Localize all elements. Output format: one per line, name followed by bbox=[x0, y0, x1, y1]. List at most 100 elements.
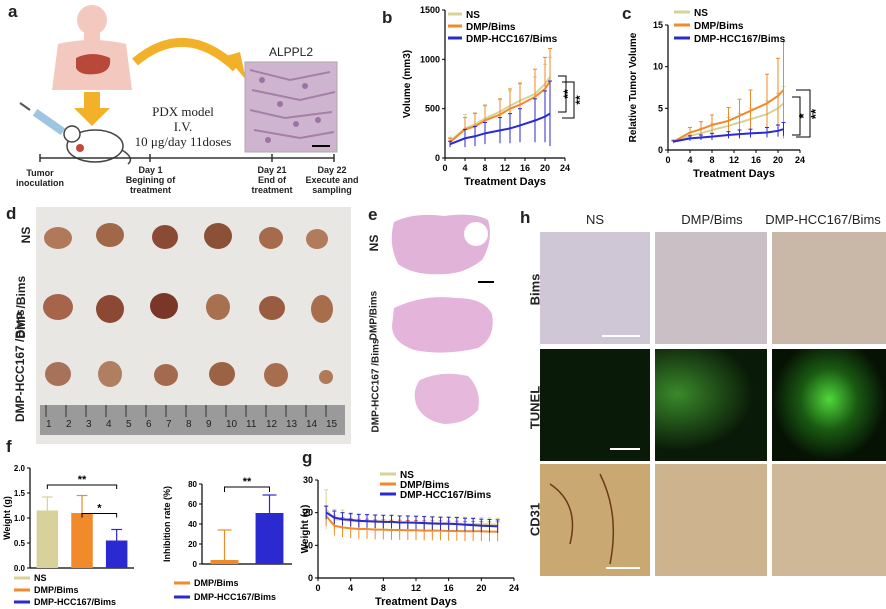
b-series-0-line bbox=[449, 76, 551, 142]
panel-a: ALPPL2 PDX model I.V. 10 μg/day 11doses … bbox=[0, 0, 380, 205]
ruler-label-7: 7 bbox=[166, 419, 172, 430]
c-ytick-label-3: 15 bbox=[653, 20, 663, 30]
b-xtick-label-2: 8 bbox=[482, 163, 487, 173]
ruler-label-15: 15 bbox=[326, 419, 338, 430]
g-legend-dmp: DMP/Bims bbox=[400, 480, 450, 491]
b-series-1-line bbox=[449, 80, 551, 143]
timeline-label-0: Tumor inoculation bbox=[16, 168, 64, 188]
c-xtick-label-5: 20 bbox=[773, 155, 783, 165]
f-weight-ytick-label-0: 0.0 bbox=[14, 564, 26, 573]
f-legend-ns: NS bbox=[34, 573, 47, 583]
f-weight-ylabel: Weight (g) bbox=[2, 496, 12, 540]
ruler-label-8: 8 bbox=[186, 419, 192, 430]
micro-cd31-ns bbox=[540, 464, 650, 576]
g-legend-hcc: DMP-HCC167/Bims bbox=[400, 490, 492, 501]
f1-sig-2: * bbox=[97, 503, 102, 515]
micro-tunel-hcc bbox=[772, 349, 886, 461]
ruler-label-1: 1 bbox=[46, 419, 52, 430]
g-xlabel: Treatment Days bbox=[375, 596, 457, 608]
f-inhibition-ylabel: Inhibition rate (%) bbox=[162, 486, 172, 562]
panel-label-c: c bbox=[622, 4, 632, 23]
f-inhibition-bar-1 bbox=[255, 513, 284, 564]
d-row-label-hcc: DMP-HCC167 /Bims bbox=[13, 309, 27, 422]
ruler-label-9: 9 bbox=[206, 419, 212, 430]
c-sig-2: ** bbox=[808, 108, 823, 119]
curved-arrow-icon bbox=[132, 38, 240, 72]
f-legend-right: DMP/Bims DMP-HCC167/Bims bbox=[174, 578, 276, 602]
f-legend-hcc: DMP-HCC167/Bims bbox=[34, 597, 116, 607]
panel-label-a: a bbox=[8, 2, 18, 21]
b-ylabel: Volume (mm3) bbox=[402, 50, 413, 118]
ruler-label-14: 14 bbox=[306, 419, 318, 430]
g-series-1-line bbox=[325, 515, 498, 533]
f-legend-dmp: DMP/Bims bbox=[34, 585, 79, 595]
f-weight-ytick-label-2: 1.0 bbox=[14, 514, 26, 523]
timeline-label-1: Begining of treatment bbox=[125, 175, 176, 195]
panel-d-tumor-photo: 1 2 3 4 5 6 7 8 9 10 11 12 13 14 15 bbox=[36, 207, 351, 444]
chart-g-body-weight: 0 4 8 12 16 20 24 0 10 20 30 Treatment Days Weight (… bbox=[300, 470, 519, 608]
ruler-label-3: 3 bbox=[86, 419, 92, 430]
c-series-1-line bbox=[673, 89, 785, 143]
b-xtick-label-3: 12 bbox=[500, 163, 510, 173]
g-ytick-label-3: 30 bbox=[303, 475, 313, 485]
b-xtick-label-6: 24 bbox=[560, 163, 570, 173]
f2-legend-hcc: DMP-HCC167/Bims bbox=[194, 592, 276, 602]
human-icon bbox=[52, 5, 132, 90]
micro-bims-hcc bbox=[772, 232, 886, 344]
f-inhibition-ytick-label-3: 60 bbox=[188, 500, 197, 509]
panel-label-g: g bbox=[302, 448, 313, 467]
g-xtick-label-3: 12 bbox=[411, 583, 421, 593]
e-row-label-ns: NS bbox=[367, 234, 381, 252]
timeline-day-1-text: Day 1 bbox=[138, 165, 163, 175]
ruler bbox=[40, 405, 345, 435]
f-inhibition-ytick-label-4: 80 bbox=[188, 480, 197, 489]
ruler-label-2: 2 bbox=[66, 419, 72, 430]
c-xtick-label-2: 8 bbox=[709, 155, 714, 165]
h-col-label-ns: NS bbox=[585, 212, 605, 227]
panel-label-f: f bbox=[6, 437, 12, 456]
timeline-day-1: Day 1 Begining of treatment bbox=[118, 165, 183, 195]
timeline-day-22: Day 22 Execute and sampling bbox=[302, 165, 362, 195]
ruler-label-4: 4 bbox=[106, 419, 112, 430]
ruler-label-5: 5 bbox=[126, 419, 132, 430]
schematic-illustration bbox=[19, 5, 338, 165]
panel-label-b: b bbox=[382, 8, 393, 27]
f-legend-left: NS DMP/Bims DMP-HCC167/Bims bbox=[14, 573, 116, 607]
c-series-0-line bbox=[673, 102, 785, 143]
f-weight-ytick-label-1: 0.5 bbox=[14, 539, 26, 548]
c-ytick-label-1: 5 bbox=[658, 103, 663, 113]
g-ylabel: Weight (g) bbox=[300, 505, 311, 554]
panel-label-e: e bbox=[368, 205, 378, 224]
f-weight-bar-2 bbox=[105, 540, 128, 568]
f2-sig: ** bbox=[243, 476, 252, 488]
b-legend-hcc: DMP-HCC167/Bims bbox=[466, 34, 558, 45]
b-sig-1: ** bbox=[561, 89, 575, 99]
c-xtick-label-0: 0 bbox=[665, 155, 670, 165]
b-ytick-label-2: 1000 bbox=[420, 54, 440, 64]
c-xtick-label-3: 12 bbox=[729, 155, 739, 165]
c-xtick-label-6: 24 bbox=[795, 155, 805, 165]
c-sig-bracket-1 bbox=[792, 96, 801, 136]
micro-tunel-dmp bbox=[655, 349, 767, 461]
f-weight-ytick-label-3: 1.5 bbox=[14, 489, 26, 498]
micro-bims-dmp bbox=[655, 232, 767, 344]
b-legend-ns: NS bbox=[466, 10, 480, 21]
g-xtick-label-2: 8 bbox=[381, 583, 386, 593]
ruler-labels: 1 2 3 4 5 6 7 8 9 10 11 12 13 14 15 bbox=[40, 419, 345, 433]
f1-sig-bracket-1 bbox=[46, 484, 118, 489]
timeline-day-21: Day 21 End of treatment bbox=[244, 165, 300, 195]
f1-sig-bracket-2 bbox=[81, 513, 118, 518]
alppl2-histology-image bbox=[244, 61, 338, 153]
g-legend-ns: NS bbox=[400, 470, 414, 481]
f-inhibition-ytick-label-1: 20 bbox=[188, 540, 197, 549]
section-dmp bbox=[392, 297, 493, 353]
c-ylabel: Relative Tumor Volume bbox=[628, 32, 639, 142]
chart-c-relative-volume: 0 4 8 12 16 20 24 0 5 10 15 Treatment Days Relative … bbox=[628, 8, 823, 180]
g-xtick-label-5: 20 bbox=[476, 583, 486, 593]
micro-cd31-dmp bbox=[655, 464, 767, 576]
f-weight-ytick-label-4: 2.0 bbox=[14, 464, 26, 473]
f-inhibition-ytick-label-0: 0 bbox=[193, 560, 198, 569]
ruler-label-10: 10 bbox=[226, 419, 238, 430]
ruler-label-13: 13 bbox=[286, 419, 298, 430]
